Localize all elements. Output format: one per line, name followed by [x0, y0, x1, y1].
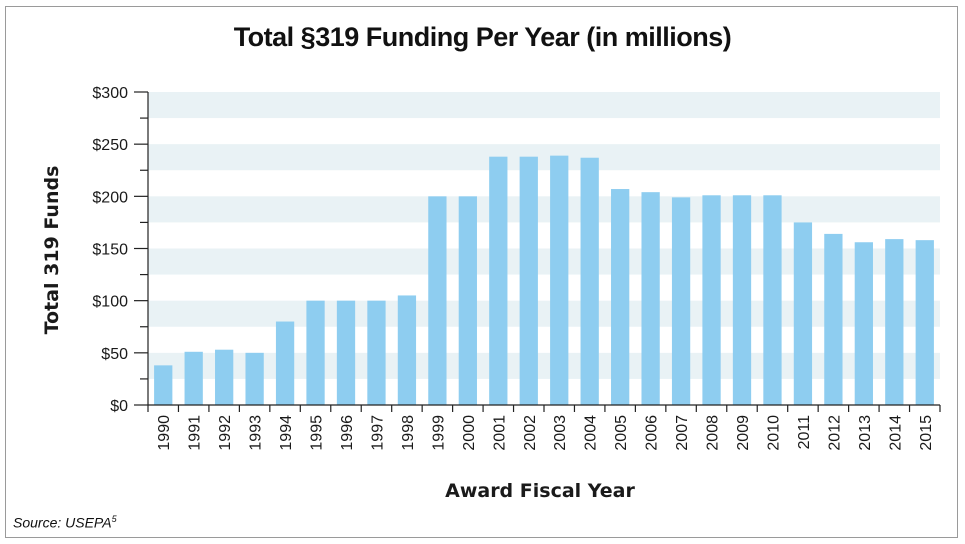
background-band [148, 92, 940, 119]
bar-2001 [489, 156, 508, 405]
bar-1991 [184, 351, 203, 405]
x-tick-label: 2008 [705, 415, 722, 451]
y-tick-label: $100 [92, 294, 128, 311]
bar-1996 [336, 300, 356, 405]
y-tick-label: $150 [92, 242, 128, 259]
y-axis-label: Total 319 Funds [41, 165, 63, 335]
x-axis: 1990 1991 1992 1993 1994 1995 1996 1997 1998 1999… [147, 404, 941, 451]
bar-1992 [215, 349, 234, 405]
background-band [148, 144, 940, 171]
x-tick-label: 1996 [339, 415, 356, 451]
x-tick-label: 1999 [430, 415, 447, 451]
bar-1999 [428, 196, 447, 405]
y-tick-label: $250 [92, 137, 128, 154]
bar-1993 [245, 352, 264, 405]
x-tick-label: 2005 [613, 415, 630, 451]
bar-2015 [915, 240, 934, 405]
x-tick-label: 2011 [796, 415, 813, 450]
x-tick-label: 2012 [826, 415, 843, 451]
bar-2005 [611, 189, 630, 405]
x-tick-label: 2015 [918, 415, 935, 451]
y-tick-label: $300 [92, 85, 128, 102]
x-tick-label: 1993 [248, 415, 265, 451]
x-tick-label: 1990 [156, 415, 173, 451]
x-tick-label: 1995 [309, 415, 326, 451]
background-band [148, 300, 940, 327]
chart-title: Total §319 Funding Per Year (in millions… [233, 22, 732, 52]
bar-2003 [550, 155, 569, 405]
x-tick-label: 1994 [278, 415, 295, 451]
background-band [148, 352, 940, 379]
y-tick-label: $200 [92, 189, 128, 206]
y-tick-label: $50 [101, 346, 128, 363]
x-tick-label: 2000 [461, 415, 478, 451]
bar-2008 [702, 195, 721, 405]
x-tick-label: 1997 [369, 415, 386, 451]
x-axis-label: Award Fiscal Year [445, 480, 635, 502]
x-tick-label: 2013 [857, 415, 874, 451]
source-text: Source: USEPA [13, 514, 112, 531]
bar-1998 [397, 295, 417, 405]
bar-2011 [793, 222, 813, 405]
bar-2012 [824, 233, 843, 405]
bars [154, 155, 934, 405]
x-tick-label: 1998 [400, 415, 417, 451]
bar-2006 [641, 192, 660, 405]
bar-2002 [519, 156, 538, 405]
bar-2009 [732, 195, 752, 405]
source-note: Source: USEPA5 [13, 514, 117, 531]
y-axis: $0 $50 $100 $150 $200 $250 $300 [92, 85, 149, 415]
x-tick-label: 2001 [491, 415, 508, 451]
bar-1994 [275, 321, 295, 405]
background-band [148, 196, 940, 223]
y-tick-label: $0 [110, 398, 128, 415]
bar-1995 [306, 300, 325, 405]
x-tick-label: 1991 [187, 415, 204, 451]
bar-2014 [885, 239, 904, 405]
x-tick-label: 1992 [217, 415, 234, 451]
bar-2007 [671, 197, 691, 405]
bar-1997 [367, 300, 386, 405]
source-footnote: 5 [111, 514, 117, 524]
x-tick-label: 2007 [674, 415, 691, 451]
background-band [148, 248, 940, 275]
x-tick-label: 2010 [765, 415, 782, 451]
bar-2004 [580, 157, 599, 405]
background-bands [148, 92, 940, 379]
bar-2000 [458, 196, 477, 405]
x-tick-label: 2009 [735, 415, 752, 451]
x-tick-label: 2014 [887, 415, 904, 451]
bar-1990 [154, 365, 173, 405]
x-tick-label: 2003 [552, 415, 569, 451]
x-tick-label: 2006 [644, 415, 661, 451]
x-tick-label: 2004 [583, 415, 600, 451]
bar-2010 [763, 195, 782, 405]
x-tick-label: 2002 [522, 415, 539, 451]
bar-2013 [854, 242, 873, 405]
